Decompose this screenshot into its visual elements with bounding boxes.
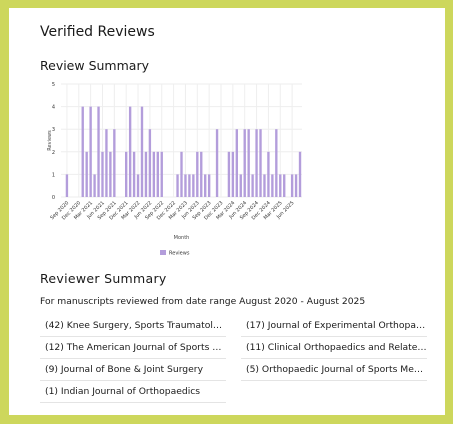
verified-reviews-card: Verified Reviews Review Summary 0 1 2 3 4 5 Se… [9, 8, 445, 415]
chart-bar [192, 174, 195, 197]
chart-bar [294, 174, 298, 197]
journal-item[interactable]: (17) Journal of Experimental Orthopaedic… [241, 315, 427, 337]
chart-bar [125, 151, 128, 197]
journal-item[interactable]: (42) Knee Surgery, Sports Traumatology, … [40, 315, 226, 337]
chart-bar [283, 174, 286, 197]
review-summary-chart: 0 1 2 3 4 5 Sep 2020 Dec 2020 Mar 2021 Jun 2021 Se… [9, 78, 445, 258]
chart-bar [200, 151, 203, 197]
chart-bar [176, 174, 179, 197]
chart-bar [132, 151, 136, 197]
journal-row: (9) Journal of Bone & Joint Surgery (5) … [40, 359, 428, 381]
chart-bar [298, 151, 302, 197]
journal-row: (42) Knee Surgery, Sports Traumatology, … [40, 315, 428, 337]
legend-swatch [160, 250, 166, 255]
chart-bar [207, 174, 211, 197]
chart-bar [263, 174, 266, 197]
chart-bar [144, 151, 148, 197]
chart-bar [101, 151, 104, 197]
y-tick-label: 3 [52, 127, 55, 133]
y-tick-label: 2 [52, 150, 55, 156]
chart-bar [204, 174, 207, 197]
chart-bar [93, 174, 96, 197]
journal-item[interactable]: (1) Indian Journal of Orthopaedics [40, 381, 226, 403]
chart-bar [267, 151, 270, 197]
chart-bar [128, 106, 132, 197]
chart-bar [97, 106, 100, 197]
chart-bar [259, 129, 262, 197]
chart-bar [152, 151, 156, 197]
chart-bar [184, 174, 187, 197]
chart-bar [136, 174, 140, 197]
chart-bar [243, 129, 246, 197]
page-title: Verified Reviews [40, 24, 155, 40]
chart-bar [255, 129, 258, 197]
chart-bar [231, 151, 235, 197]
chart-bar [160, 151, 163, 197]
chart-bar [180, 151, 183, 197]
date-range-text: For manuscripts reviewed from date range… [40, 296, 366, 307]
journal-row: (12) The American Journal of Sports Medi… [40, 337, 428, 359]
chart-bar [148, 129, 152, 197]
review-summary-heading: Review Summary [40, 58, 149, 73]
journal-item[interactable]: (11) Clinical Orthopaedics and Related R… [241, 337, 427, 359]
chart-bar [113, 129, 116, 197]
reviewer-summary-heading: Reviewer Summary [40, 271, 167, 286]
chart-bar [227, 151, 231, 197]
chart-bar [81, 106, 84, 197]
journal-row: (1) Indian Journal of Orthopaedics [40, 381, 428, 403]
journal-item[interactable]: (12) The American Journal of Sports Medi… [40, 337, 226, 359]
y-tick-label: 0 [52, 195, 55, 201]
journal-item[interactable]: (5) Orthopaedic Journal of Sports Medici… [241, 359, 427, 381]
y-tick-label: 5 [52, 82, 55, 88]
chart-bar [279, 174, 282, 197]
chart-bar [65, 174, 69, 197]
chart-bar [196, 151, 199, 197]
chart-bar [109, 151, 112, 197]
chart-bar [85, 151, 88, 197]
journal-item[interactable]: (9) Journal of Bone & Joint Surgery [40, 359, 226, 381]
chart-bar [290, 174, 294, 197]
chart-bar [247, 129, 250, 197]
chart-bar [239, 174, 242, 197]
chart-bar [188, 174, 191, 197]
chart-bar [89, 106, 92, 197]
legend-label: Reviews [169, 251, 190, 257]
chart-bar [251, 174, 254, 197]
y-tick-label: 1 [52, 172, 55, 178]
chart-bar [235, 129, 238, 197]
chart-bar [156, 151, 159, 197]
chart-bar [275, 129, 278, 197]
x-axis-label: Month [174, 235, 190, 241]
y-axis-label: Reviews [47, 130, 53, 151]
journal-list: (42) Knee Surgery, Sports Traumatology, … [40, 315, 428, 403]
y-tick-label: 4 [52, 105, 55, 111]
chart-bar [215, 129, 219, 197]
chart-bar [105, 129, 108, 197]
chart-bar [271, 174, 274, 197]
chart-bar [140, 106, 144, 197]
